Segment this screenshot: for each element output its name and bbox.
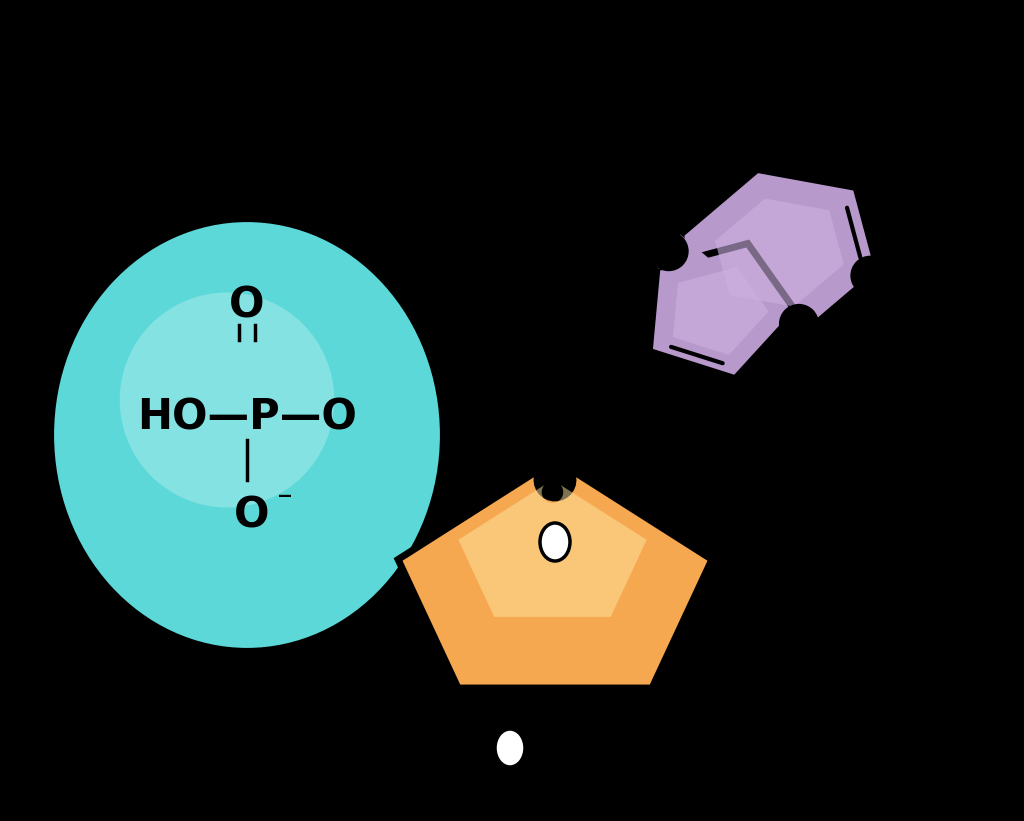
Polygon shape xyxy=(657,235,802,336)
Polygon shape xyxy=(649,244,797,378)
Ellipse shape xyxy=(120,292,334,507)
Polygon shape xyxy=(680,169,879,336)
Text: O: O xyxy=(229,284,265,326)
Text: HO—P—O: HO—P—O xyxy=(137,396,357,438)
Ellipse shape xyxy=(540,523,570,561)
Polygon shape xyxy=(715,199,844,307)
Circle shape xyxy=(779,304,819,344)
Polygon shape xyxy=(673,267,769,355)
Ellipse shape xyxy=(495,729,525,767)
Polygon shape xyxy=(459,485,646,617)
Circle shape xyxy=(648,232,689,271)
Text: ⁻: ⁻ xyxy=(278,488,293,517)
Ellipse shape xyxy=(52,220,442,650)
Circle shape xyxy=(850,255,890,296)
Polygon shape xyxy=(398,469,712,688)
Text: O: O xyxy=(234,494,269,536)
